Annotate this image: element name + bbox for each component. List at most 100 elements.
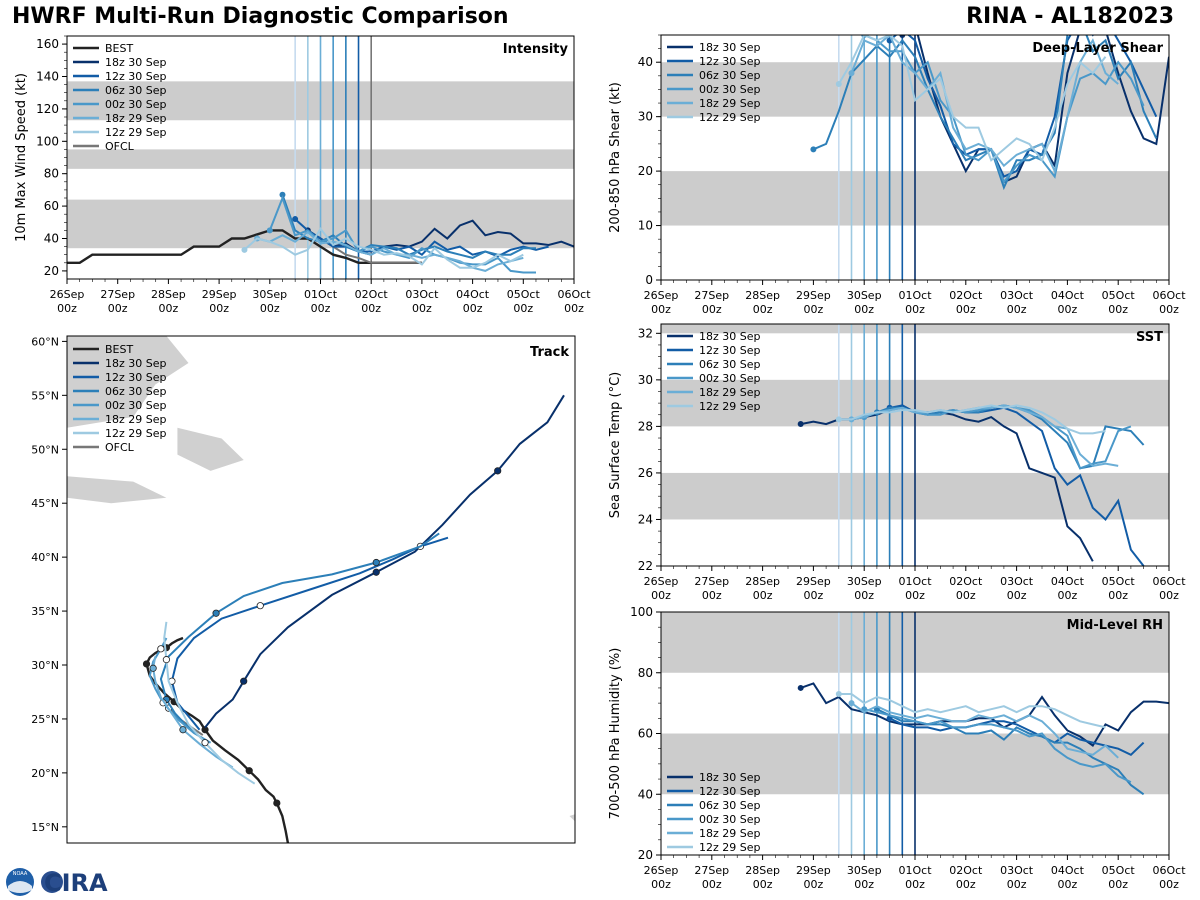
- shear-legend-label: 12z 29 Sep: [699, 111, 761, 124]
- rh-legend-label: 18z 30 Sep: [699, 771, 761, 784]
- shear-legend-label: 18z 30 Sep: [699, 41, 761, 54]
- sst-xtick-label: 03Oct: [1000, 575, 1034, 588]
- rh-xtick-label: 00z: [804, 878, 824, 891]
- sst-xtick-label: 28Sep: [745, 575, 780, 588]
- sst-xtick-label: 00z: [651, 589, 671, 602]
- intensity-xtick-label: 03Oct: [405, 288, 439, 301]
- sst-xtick-label: 01Oct: [898, 575, 932, 588]
- shear-xtick-label: 00z: [753, 303, 773, 316]
- track-point: [245, 767, 253, 775]
- rh-series-group: [797, 682, 1169, 796]
- track-title: Track: [530, 345, 569, 360]
- intensity-xtick-label: 28Sep: [151, 288, 186, 301]
- sst-line-18z-29-sep: [851, 404, 1119, 467]
- rh-xtick-label: 03Oct: [1000, 864, 1034, 877]
- intensity-legend-label: BEST: [105, 42, 133, 55]
- rh-xtick-label: 00z: [1159, 878, 1179, 891]
- intensity-xtick-label: 00z: [260, 302, 280, 315]
- track-line-12z-29-sep: [163, 621, 256, 785]
- sst-xtick-label: 00z: [1007, 589, 1027, 602]
- rh-ytick-label: 20: [638, 848, 653, 862]
- rh-line-12z-30-sep: [889, 717, 1145, 757]
- intensity-init-dot-4: [279, 191, 286, 198]
- intensity-xtick-label: 00z: [513, 302, 533, 315]
- rh-xtick-label: 28Sep: [745, 864, 780, 877]
- track-point: [212, 609, 220, 617]
- rh-xtick-label: 00z: [651, 878, 671, 891]
- shear-xtick-label: 00z: [651, 303, 671, 316]
- intensity-init-dot-3: [292, 216, 299, 223]
- rh-xtick-label: 05Oct: [1102, 864, 1136, 877]
- track-legend-label: 00z 30 Sep: [105, 399, 167, 412]
- track-line-12z-30-sep: [170, 536, 449, 731]
- intensity-legend-label: 12z 29 Sep: [105, 126, 167, 139]
- shear-xtick-label: 00z: [956, 303, 976, 316]
- shear-xtick-label: 03Oct: [1000, 289, 1034, 302]
- shear-xtick-label: 00z: [702, 303, 722, 316]
- rh-xtick-label: 01Oct: [898, 864, 932, 877]
- rh-line-12z-29-sep: [838, 693, 1106, 729]
- rh-legend-label: 06z 30 Sep: [699, 799, 761, 812]
- rh-line-00z-30-sep: [863, 708, 1132, 784]
- rh-ytick-label: 60: [638, 727, 653, 741]
- noaa-wave-icon: [8, 881, 32, 893]
- shear-ytick-label: 20: [638, 164, 653, 178]
- intensity-legend-label: 18z 30 Sep: [105, 56, 167, 69]
- track-point: [372, 568, 380, 576]
- sst-ytick-label: 24: [638, 512, 653, 526]
- sst-series-group: [797, 404, 1145, 566]
- shear-init-dot-0: [899, 35, 906, 38]
- shear-xtick-label: 00z: [804, 303, 824, 316]
- shear-xtick-label: 00z: [1108, 303, 1128, 316]
- intensity-xtick-label: 01Oct: [304, 288, 338, 301]
- shear-xtick-label: 28Sep: [745, 289, 780, 302]
- rh-legend-label: 12z 29 Sep: [699, 841, 761, 854]
- noaa-logo-text: NOAA: [13, 871, 28, 877]
- track-chart: 15°N 20°N 25°N 30°N 35°N 40°N 45°N 50°N 55°N 60°N…: [31, 335, 576, 844]
- intensity-xtick-label: 30Sep: [252, 288, 287, 301]
- shear-xtick-label: 30Sep: [847, 289, 882, 302]
- rh-xtick-label: 00z: [1058, 878, 1078, 891]
- track-legend-label: 12z 29 Sep: [105, 427, 167, 440]
- shear-init-dot-2: [810, 146, 817, 153]
- sst-xtick-label: 06Oct: [1152, 575, 1186, 588]
- track-lat-tick-label: 45°N: [31, 497, 59, 510]
- track-lat-tick-label: 35°N: [31, 605, 59, 618]
- rh-xtick-label: 00z: [753, 878, 773, 891]
- intensity-ytick-label: 160: [36, 37, 59, 51]
- rh-legend-label: 12z 30 Sep: [699, 785, 761, 798]
- rh-xtick-label: 06Oct: [1152, 864, 1186, 877]
- track-lat-tick-label: 20°N: [31, 767, 59, 780]
- intensity-line-12z-29-sep: [243, 227, 524, 269]
- sst-legend-label: 00z 30 Sep: [699, 372, 761, 385]
- intensity-line-best: [67, 229, 422, 264]
- shear-ytick-label: 0: [645, 273, 653, 287]
- track-lat-tick-label: 55°N: [31, 389, 59, 402]
- shear-ylabel: 200-850 hPa Shear (kt): [608, 82, 623, 233]
- sst-xtick-label: 00z: [1108, 589, 1128, 602]
- sst-xtick-label: 00z: [804, 589, 824, 602]
- rh-line-18z-29-sep: [850, 702, 1119, 759]
- shear-legend-label: 12z 30 Sep: [699, 55, 761, 68]
- rh-chart: 2040608010026Sep00z27Sep00z28Sep00z29Sep…: [608, 605, 1186, 891]
- rh-legend-label: 00z 30 Sep: [699, 813, 761, 826]
- track-legend-label: 06z 30 Sep: [105, 385, 167, 398]
- rh-xtick-label: 27Sep: [694, 864, 729, 877]
- rh-ytick-label: 100: [630, 605, 653, 619]
- sst-legend-label: 12z 29 Sep: [699, 400, 761, 413]
- rh-xtick-label: 00z: [702, 878, 722, 891]
- shear-xtick-label: 05Oct: [1102, 289, 1136, 302]
- shear-legend-label: 00z 30 Sep: [699, 83, 761, 96]
- sst-title: SST: [1136, 330, 1163, 345]
- rh-ytick-label: 80: [638, 666, 653, 680]
- shear-xtick-label: 02Oct: [949, 289, 983, 302]
- sst-legend-label: 06z 30 Sep: [699, 358, 761, 371]
- sst-xtick-label: 00z: [854, 589, 874, 602]
- rh-xtick-label: 00z: [956, 878, 976, 891]
- shear-ytick-label: 30: [638, 110, 653, 124]
- track-point: [494, 467, 502, 475]
- track-point: [201, 739, 209, 747]
- rh-xtick-label: 00z: [854, 878, 874, 891]
- sst-init-dot-0: [797, 421, 804, 428]
- sst-ytick-label: 30: [638, 373, 653, 387]
